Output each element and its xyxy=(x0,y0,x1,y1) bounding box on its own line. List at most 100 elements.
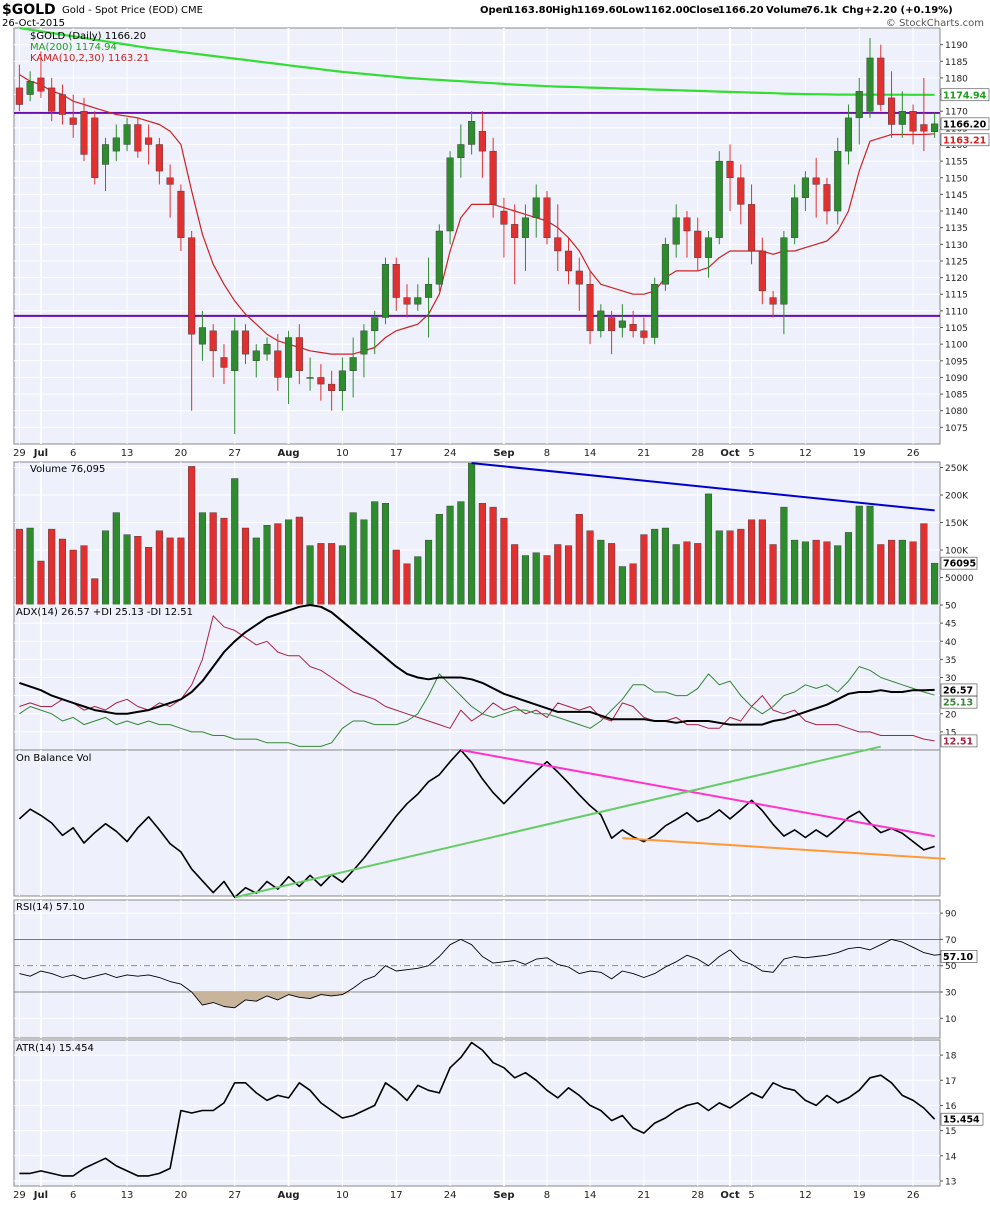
atr-line xyxy=(19,1041,936,1177)
plus-di-last-value: 25.13 xyxy=(943,698,973,709)
rsi-y-tick-label: 90 xyxy=(945,910,957,920)
candle-body xyxy=(672,217,680,245)
price-y-tick-label: 1080 xyxy=(945,407,968,417)
candle-body xyxy=(263,343,271,355)
chg-label: Chg xyxy=(842,5,864,16)
x-axis-label-bottom: 28 xyxy=(691,1190,704,1201)
volume-y-tick-label: 150K xyxy=(945,519,969,529)
volume-bar xyxy=(328,543,336,606)
candle-body xyxy=(769,297,777,305)
x-axis-label-bottom: 5 xyxy=(748,1190,754,1201)
volume-y-tick-label: 200K xyxy=(945,492,969,502)
atr-y-tick-label: 14 xyxy=(945,1152,957,1162)
candle-body xyxy=(748,204,756,252)
plus-di-line xyxy=(19,666,935,747)
volume-bar xyxy=(780,506,788,606)
volume-bar xyxy=(791,539,799,606)
atr-last-value-box xyxy=(940,1112,984,1126)
price-y-tick-label: 1145 xyxy=(945,191,968,201)
atr-y-tick-label: 18 xyxy=(945,1052,957,1062)
candle-body xyxy=(683,217,691,232)
candle-body xyxy=(58,94,66,115)
volume-bar xyxy=(101,530,110,606)
volume-bar xyxy=(758,519,766,606)
price-y-tick-label: 1180 xyxy=(945,74,968,84)
x-axis-label: 24 xyxy=(444,448,457,459)
rsi-y-tick-label: 10 xyxy=(945,1015,957,1025)
volume-bar xyxy=(500,517,508,606)
volume-bar xyxy=(618,566,626,606)
candle-body xyxy=(91,117,99,178)
volume-bar xyxy=(855,505,863,606)
candle-body xyxy=(220,357,228,368)
x-axis-label-bottom: Sep xyxy=(493,1190,514,1201)
candle-body xyxy=(586,284,594,332)
volume-bar xyxy=(37,560,45,606)
volume-bar xyxy=(597,539,605,606)
candle-body xyxy=(381,264,390,318)
candle-body xyxy=(328,383,336,391)
open-value: 1163.80 xyxy=(507,5,553,16)
obv-trendline-magenta xyxy=(460,749,935,838)
volume-bar xyxy=(866,505,874,606)
candle-body xyxy=(37,77,45,92)
volume-bar xyxy=(909,541,917,606)
volume-bar xyxy=(306,545,314,606)
x-axis-label: 5 xyxy=(748,448,754,459)
rsi-last-value: 57.10 xyxy=(943,952,973,963)
candle-body xyxy=(920,124,928,132)
volume-bar xyxy=(704,493,713,606)
close-last-value: 1166.20 xyxy=(943,119,987,130)
adx-y-tick-label: 45 xyxy=(945,620,956,630)
candle-body xyxy=(295,337,303,371)
obv-line xyxy=(18,749,935,899)
volume-bar xyxy=(58,538,66,606)
volume-bar xyxy=(177,537,185,606)
candle-body xyxy=(909,110,917,132)
volume-bar xyxy=(468,462,476,606)
candle-body xyxy=(69,117,77,125)
x-axis-label-bottom: 12 xyxy=(799,1190,812,1201)
x-axis-label: Jul xyxy=(33,448,48,459)
volume-label: Volume xyxy=(766,5,808,16)
chart-exchange: CME xyxy=(181,5,203,16)
x-axis-label: 12 xyxy=(799,448,812,459)
volume-bar xyxy=(521,555,529,606)
candle-body xyxy=(737,177,745,205)
close-label: Close xyxy=(689,5,720,16)
volume-bar xyxy=(769,544,777,606)
volume-bar xyxy=(285,519,293,606)
candle-body xyxy=(403,297,411,305)
volume-bar xyxy=(80,545,88,606)
x-axis-label: 20 xyxy=(175,448,188,459)
volume-bar xyxy=(360,519,368,606)
high-value: 1169.60 xyxy=(577,5,623,16)
x-axis-label-bottom: 27 xyxy=(228,1190,241,1201)
price-y-tick-label: 1095 xyxy=(945,357,968,367)
candle-body xyxy=(608,317,616,332)
volume-y-tick-label: 50000 xyxy=(945,574,974,584)
candle-body xyxy=(317,377,325,385)
candle-body xyxy=(715,160,723,238)
volume-value: 76.1k xyxy=(806,5,838,16)
x-axis-label-bottom: 6 xyxy=(70,1190,76,1201)
kama-last-value: 1163.21 xyxy=(943,135,986,146)
price-y-tick-label: 1185 xyxy=(945,58,968,68)
x-axis-label: Oct xyxy=(720,448,739,459)
candle-body xyxy=(166,177,174,185)
volume-bar xyxy=(145,547,153,606)
candle-body xyxy=(231,330,239,371)
volume-bar xyxy=(188,466,196,606)
candle-body xyxy=(791,197,799,238)
price-legend-title: $GOLD (Daily) 1166.20 xyxy=(30,31,146,42)
candle-body xyxy=(209,330,217,352)
volume-panel: 50000 100K 150K 200K 250K 76095 xyxy=(13,461,978,606)
volume-title: Volume 76,095 xyxy=(30,464,105,475)
adx-last-value: 26.57 xyxy=(943,685,973,696)
candle-body xyxy=(252,350,260,362)
volume-bar xyxy=(834,545,842,606)
candle-body xyxy=(26,81,34,95)
candle-body xyxy=(392,264,400,298)
price-y-tick-label: 1170 xyxy=(945,108,968,118)
candle-body xyxy=(360,330,368,355)
